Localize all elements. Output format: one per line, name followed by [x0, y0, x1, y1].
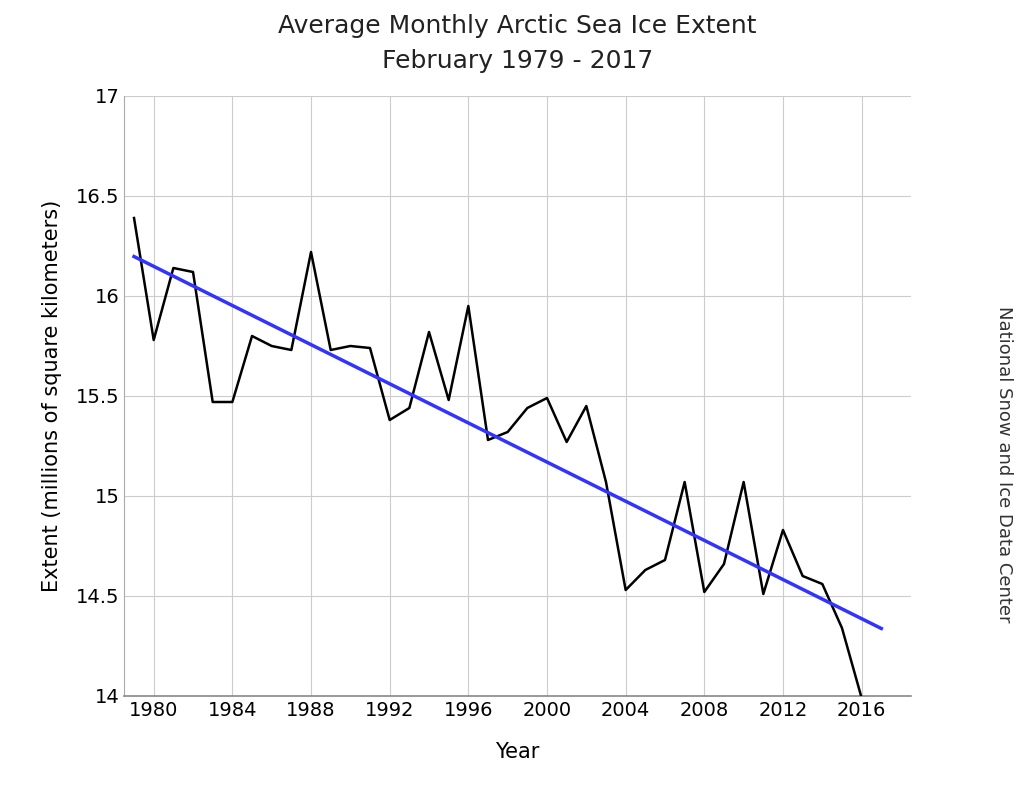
Title: Average Monthly Arctic Sea Ice Extent
February 1979 - 2017: Average Monthly Arctic Sea Ice Extent Fe…	[278, 14, 757, 74]
Text: National Snow and Ice Data Center: National Snow and Ice Data Center	[995, 306, 1013, 622]
X-axis label: Year: Year	[496, 742, 539, 762]
Y-axis label: Extent (millions of square kilometers): Extent (millions of square kilometers)	[41, 200, 62, 592]
